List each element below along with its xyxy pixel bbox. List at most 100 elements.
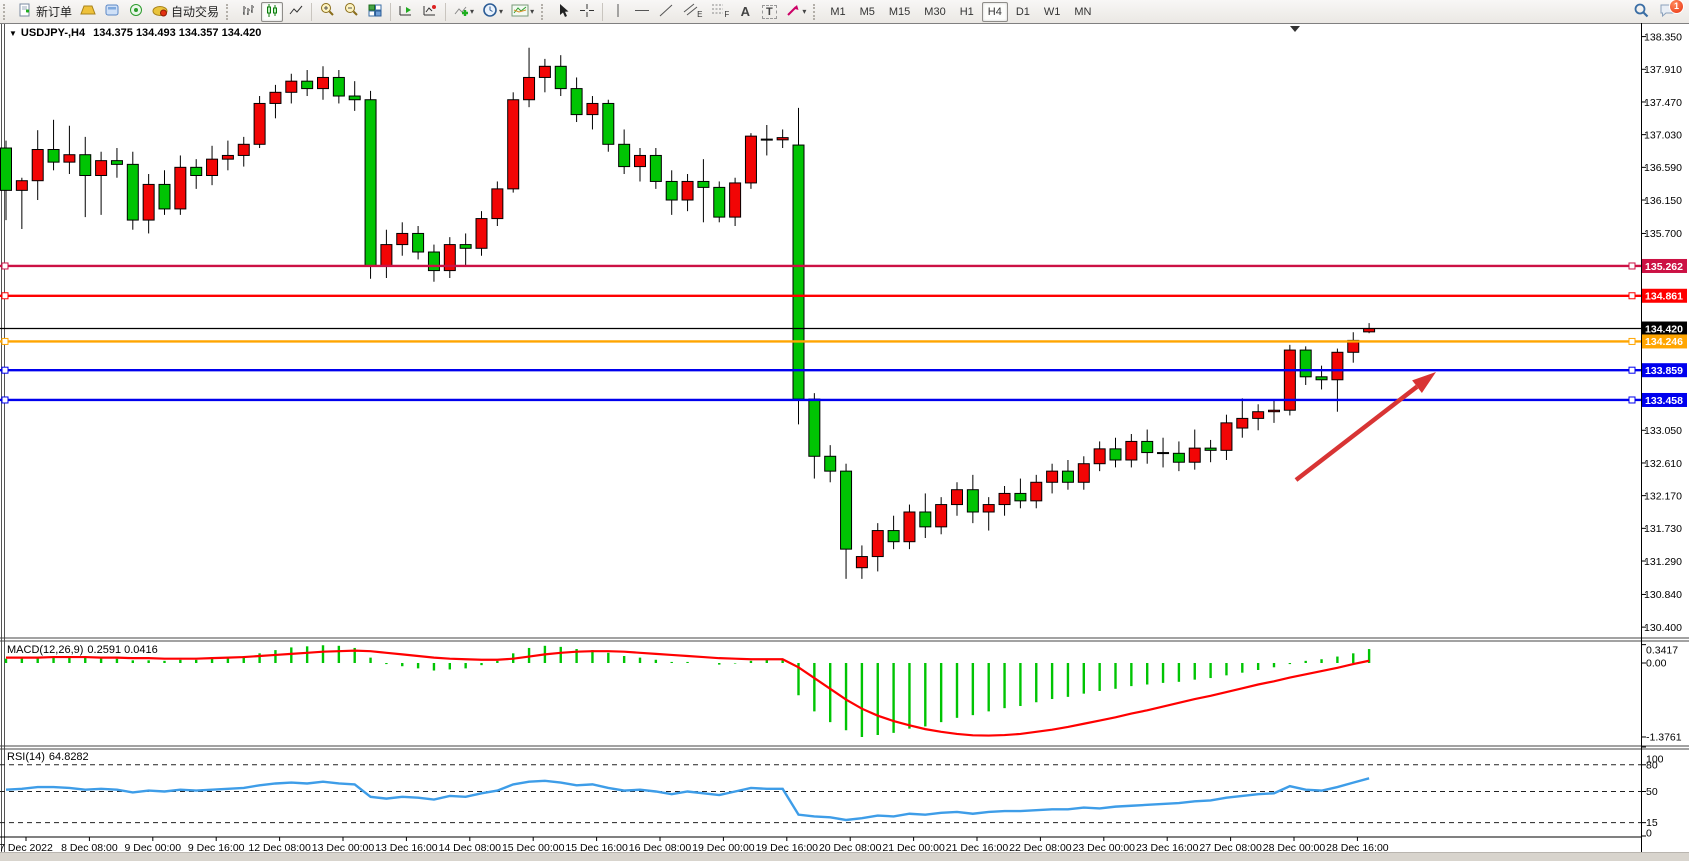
trendline-tool-button[interactable]	[655, 2, 677, 22]
label-tool-icon: T	[761, 4, 777, 19]
line-drag-handle[interactable]	[1628, 396, 1636, 404]
candlestick	[618, 143, 631, 168]
candlestick	[190, 166, 203, 177]
candlestick	[760, 138, 773, 141]
search-button[interactable]	[1630, 2, 1653, 22]
candlestick	[475, 218, 488, 249]
bar-chart-button[interactable]	[237, 2, 259, 22]
fibonacci-icon	[710, 2, 726, 21]
candlestick	[31, 149, 44, 182]
search-icon	[1633, 2, 1650, 22]
line-drag-handle[interactable]	[1, 337, 9, 345]
zoom-in-button[interactable]	[316, 2, 338, 22]
candlestick	[919, 511, 932, 528]
candlestick	[332, 76, 345, 97]
timeframe-button-m30[interactable]: M30	[924, 5, 946, 18]
expander-icon[interactable]: ▼	[9, 29, 17, 38]
auto-trading-button[interactable]: 自动交易	[149, 2, 222, 22]
horizontal-line-icon	[634, 3, 650, 21]
candlestick	[459, 244, 472, 249]
timeframe-button-m5[interactable]: M5	[859, 5, 875, 18]
line-drag-handle[interactable]	[1628, 337, 1636, 345]
crosshair-tool-button[interactable]	[576, 2, 598, 22]
time-label: 7 Dec 2022	[0, 842, 53, 854]
line-drag-handle[interactable]	[1628, 262, 1636, 270]
timeframe-button-h4[interactable]: H4	[981, 1, 1008, 22]
price-tick-label: 137.910	[1644, 64, 1682, 76]
price-badge	[1642, 363, 1687, 378]
auto-scroll-button[interactable]	[395, 2, 417, 22]
toolbar: 新订单 自动交易 ▾ ▾ ▾ E F A T ▾	[0, 0, 1689, 24]
candlestick	[1061, 470, 1074, 483]
notifications-button[interactable]: 1	[1655, 0, 1684, 22]
line-drag-handle[interactable]	[1628, 366, 1636, 374]
candlestick	[1093, 448, 1106, 465]
clock-icon	[482, 2, 498, 21]
candlestick	[396, 232, 409, 246]
timeframe-button-h1[interactable]: H1	[959, 5, 974, 18]
indicators-button[interactable]: ▾	[450, 2, 477, 22]
cursor-tool-button[interactable]	[552, 2, 574, 22]
candlestick-chart-button[interactable]	[261, 1, 284, 22]
label-tool-button[interactable]: T	[758, 2, 780, 22]
tile-windows-button[interactable]	[364, 2, 386, 22]
candlestick	[237, 143, 250, 156]
arrows-tool-button[interactable]: ▾	[782, 2, 809, 22]
candlestick	[253, 102, 266, 145]
line-drag-handle[interactable]	[1, 396, 9, 404]
toolbar-separator	[311, 2, 313, 21]
macd-scale-label: 0.3417	[1646, 645, 1678, 657]
timeframe-button-m1[interactable]: M1	[830, 5, 846, 18]
candlestick	[634, 154, 646, 168]
candlestick	[713, 186, 726, 218]
template-icon	[511, 3, 529, 21]
periods-button[interactable]: ▾	[479, 2, 506, 22]
candlestick	[538, 65, 551, 78]
timeframe-button-d1[interactable]: D1	[1015, 5, 1030, 18]
candlestick	[729, 182, 742, 218]
new-order-button[interactable]: 新订单	[14, 2, 75, 22]
timeframe-button-mn[interactable]: MN	[1074, 5, 1092, 18]
market-watch-button[interactable]	[101, 2, 123, 22]
candlestick	[206, 158, 219, 177]
vertical-line-tool-button[interactable]	[607, 2, 629, 22]
chevron-down-icon: ▾	[470, 7, 475, 16]
signals-button[interactable]	[125, 2, 147, 22]
signal-icon	[128, 3, 144, 20]
candlestick	[158, 183, 171, 210]
fibonacci-tool-button[interactable]: F	[707, 2, 732, 22]
candlestick	[1188, 447, 1201, 463]
equidistant-channel-icon	[682, 2, 700, 21]
history-center-button[interactable]	[77, 2, 99, 22]
price-tick-label: 133.050	[1644, 425, 1682, 437]
time-label: 13 Dec 16:00	[375, 842, 438, 854]
macd-values: 0.2591 0.0416	[87, 644, 158, 656]
text-tool-button[interactable]: A	[734, 2, 756, 22]
candlestick	[380, 244, 393, 267]
line-drag-handle[interactable]	[1, 292, 9, 300]
chart-background	[0, 23, 1689, 861]
line-drag-handle[interactable]	[1628, 292, 1636, 300]
chart-shift-button[interactable]	[419, 2, 441, 22]
timeframe-button-w1[interactable]: W1	[1043, 5, 1061, 18]
zoom-out-icon	[343, 2, 359, 21]
trend-arrow-annotation[interactable]	[1294, 384, 1419, 482]
timeframe-button-m15[interactable]: M15	[888, 5, 911, 18]
channel-tool-button[interactable]: E	[679, 2, 705, 22]
line-chart-button[interactable]	[285, 2, 307, 22]
line-drag-handle[interactable]	[1, 366, 9, 374]
time-label: 28 Dec 16:00	[1326, 842, 1389, 854]
rsi-name: RSI(14)	[7, 751, 45, 763]
chart-shift-marker[interactable]	[1290, 26, 1300, 32]
toolbar-separator	[390, 2, 392, 21]
zoom-out-button[interactable]	[340, 2, 362, 22]
fibo-letter: F	[724, 10, 730, 19]
line-drag-handle[interactable]	[1, 262, 9, 270]
horizontal-line-tool-button[interactable]	[631, 2, 653, 22]
templates-button[interactable]: ▾	[508, 2, 537, 22]
time-label: 28 Dec 00:00	[1263, 842, 1326, 854]
candlestick	[1077, 463, 1090, 483]
candlestick	[523, 76, 536, 101]
time-label: 13 Dec 00:00	[312, 842, 375, 854]
